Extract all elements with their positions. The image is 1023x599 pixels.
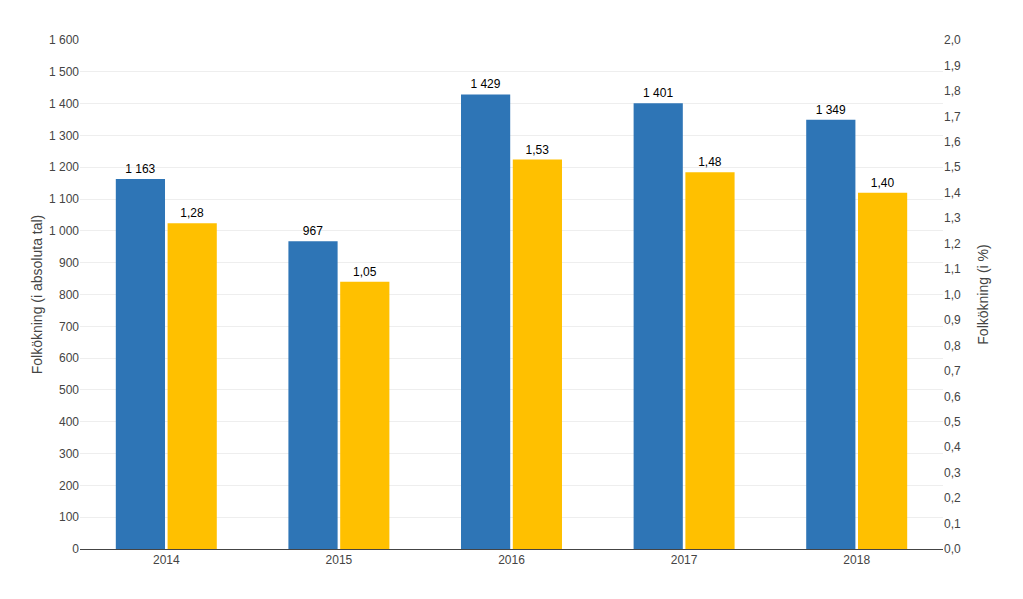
svg-text:1 600: 1 600	[49, 33, 79, 47]
svg-text:200: 200	[59, 479, 79, 493]
svg-text:1,4: 1,4	[944, 186, 961, 200]
svg-text:2017: 2017	[671, 553, 698, 567]
svg-text:1,53: 1,53	[526, 143, 550, 157]
svg-text:800: 800	[59, 288, 79, 302]
svg-text:300: 300	[59, 447, 79, 461]
svg-text:2015: 2015	[326, 553, 353, 567]
svg-text:600: 600	[59, 351, 79, 365]
svg-text:0,0: 0,0	[944, 542, 961, 556]
svg-text:2,0: 2,0	[944, 33, 961, 47]
svg-text:1 100: 1 100	[49, 192, 79, 206]
svg-text:1,28: 1,28	[180, 206, 204, 220]
svg-text:1 000: 1 000	[49, 224, 79, 238]
svg-text:1,0: 1,0	[944, 288, 961, 302]
svg-text:0,1: 0,1	[944, 517, 961, 531]
svg-text:2014: 2014	[153, 553, 180, 567]
svg-text:1,8: 1,8	[944, 84, 961, 98]
svg-text:1 429: 1 429	[470, 77, 500, 91]
svg-text:0,9: 0,9	[944, 313, 961, 327]
svg-text:2018: 2018	[843, 553, 870, 567]
svg-text:1,48: 1,48	[698, 155, 722, 169]
svg-text:1,05: 1,05	[353, 265, 377, 279]
svg-text:0,5: 0,5	[944, 415, 961, 429]
svg-text:1 400: 1 400	[49, 97, 79, 111]
svg-text:Folkökning (i absoluta tal): Folkökning (i absoluta tal)	[29, 215, 45, 375]
svg-text:1,6: 1,6	[944, 135, 961, 149]
svg-text:1 163: 1 163	[125, 162, 155, 176]
svg-text:500: 500	[59, 383, 79, 397]
svg-text:1,2: 1,2	[944, 237, 961, 251]
svg-text:1,5: 1,5	[944, 160, 961, 174]
svg-text:1,3: 1,3	[944, 211, 961, 225]
svg-text:1,7: 1,7	[944, 110, 961, 124]
svg-text:0,3: 0,3	[944, 466, 961, 480]
svg-text:1,1: 1,1	[944, 262, 961, 276]
svg-text:2016: 2016	[498, 553, 525, 567]
svg-text:Folkökning (i %): Folkökning (i %)	[975, 244, 991, 344]
svg-text:1 500: 1 500	[49, 65, 79, 79]
svg-text:1,9: 1,9	[944, 59, 961, 73]
svg-text:0,2: 0,2	[944, 491, 961, 505]
svg-text:1,40: 1,40	[871, 176, 895, 190]
svg-text:0,8: 0,8	[944, 339, 961, 353]
svg-text:100: 100	[59, 510, 79, 524]
svg-text:400: 400	[59, 415, 79, 429]
svg-text:700: 700	[59, 320, 79, 334]
svg-text:900: 900	[59, 256, 79, 270]
svg-text:1 401: 1 401	[643, 86, 673, 100]
svg-text:1 349: 1 349	[816, 103, 846, 117]
svg-text:967: 967	[303, 224, 323, 238]
svg-text:0: 0	[72, 542, 79, 556]
svg-text:0,6: 0,6	[944, 390, 961, 404]
svg-text:0,7: 0,7	[944, 364, 961, 378]
svg-text:0,4: 0,4	[944, 440, 961, 454]
svg-text:1 300: 1 300	[49, 129, 79, 143]
svg-text:1 200: 1 200	[49, 160, 79, 174]
